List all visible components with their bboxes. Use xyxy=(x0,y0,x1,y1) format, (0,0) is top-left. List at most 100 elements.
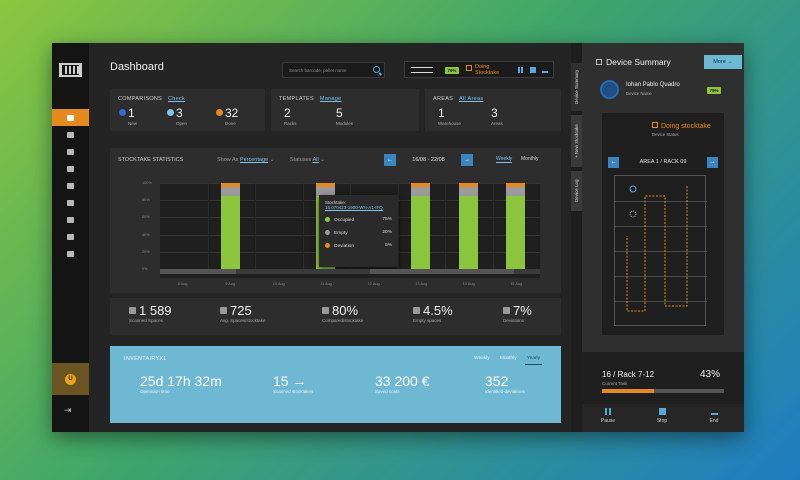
x-tick-label: 11 Aug xyxy=(320,282,332,286)
search-input[interactable]: Search barcode, pallet name xyxy=(282,62,385,78)
grid-icon[interactable] xyxy=(52,211,89,228)
all-areas-link[interactable]: All Areas xyxy=(458,96,484,102)
tooltip-stocktake-link[interactable]: 16.070423-1900-WH-A1-IFQ xyxy=(325,205,383,210)
bar-segment[interactable] xyxy=(221,187,241,196)
tab-new-stocktake[interactable]: + New Stocktake xyxy=(571,115,582,167)
operation-time: 25d 17h 32m Operation time xyxy=(140,373,222,394)
comparison-label: Open xyxy=(176,121,188,126)
device-status-label: Device Status xyxy=(652,132,679,137)
list-icon[interactable] xyxy=(52,228,89,245)
tools-icon[interactable] xyxy=(52,143,89,160)
drone-icon xyxy=(596,59,602,65)
bar-segment[interactable] xyxy=(506,195,526,269)
progress-fill xyxy=(602,389,655,393)
column-divider xyxy=(255,183,256,269)
bar-segment[interactable] xyxy=(458,195,478,269)
chart-scrollbar[interactable] xyxy=(160,269,540,274)
prev-rack-button[interactable]: ← xyxy=(608,156,619,168)
empty-space-icon xyxy=(413,307,420,314)
tab-device-summary[interactable]: Device Summary xyxy=(571,63,582,111)
end-button[interactable]: End xyxy=(700,408,728,424)
dashboard-icon[interactable] xyxy=(52,109,89,126)
x-tick-label: 12 Aug xyxy=(367,282,380,286)
x-tick-label: 14 Aug xyxy=(462,282,475,286)
comparison-open[interactable]: 3 Open xyxy=(167,107,187,126)
new-dot-icon xyxy=(119,109,126,116)
pause-button[interactable]: Pause xyxy=(594,408,622,424)
avatar[interactable]: U xyxy=(65,373,76,385)
show-as-filter[interactable]: Show As Percentage ⌄ xyxy=(217,157,275,163)
tooltip-title: Stocktake: xyxy=(325,200,347,205)
comparisons-check-link[interactable]: Check xyxy=(167,96,186,102)
warehouse-icon[interactable] xyxy=(52,194,89,211)
y-tick-label: 60% xyxy=(142,215,150,220)
area-label: Warehouse xyxy=(438,121,461,126)
templates-manage-link[interactable]: Manage xyxy=(319,96,342,102)
column-divider xyxy=(492,183,494,269)
bar-segment[interactable] xyxy=(411,183,431,188)
pause-icon[interactable] xyxy=(518,67,523,73)
progress-bar xyxy=(602,389,724,393)
x-tick-label: 9 Aug xyxy=(225,282,235,286)
column-divider xyxy=(302,183,304,269)
scanned-stocktakes[interactable]: 15 → Scanned stocktakes xyxy=(273,373,314,394)
tab-monthly[interactable]: Monthly xyxy=(521,156,539,162)
bar-segment[interactable] xyxy=(506,187,526,196)
date-range-picker: ← 16/08 - 22/08 → xyxy=(384,154,473,166)
stop-button[interactable]: Stop xyxy=(648,408,676,424)
more-button[interactable]: More → xyxy=(704,55,742,69)
drone-icon xyxy=(411,67,433,73)
bar-segment[interactable] xyxy=(221,195,241,269)
bar-segment[interactable] xyxy=(221,183,241,188)
truck-icon[interactable] xyxy=(52,160,89,177)
summary-compared: 80% Compared/stocktake xyxy=(322,303,364,323)
bar-segment[interactable] xyxy=(506,183,526,188)
x-tick-label: 10 Aug xyxy=(272,282,285,286)
template-value: 5 xyxy=(336,106,343,120)
area-value: 1 xyxy=(438,106,445,120)
tab-weekly[interactable]: Weekly xyxy=(496,156,513,163)
stats-title: STOCKTAKE STATISTICS xyxy=(118,157,184,163)
prev-week-button[interactable]: ← xyxy=(384,154,396,166)
stocktake-icon xyxy=(652,122,658,128)
show-as-value[interactable]: Percentage xyxy=(239,157,269,163)
bar-segment[interactable] xyxy=(411,187,431,196)
bar-segment[interactable] xyxy=(316,187,336,196)
next-week-button[interactable]: → xyxy=(460,154,473,166)
x-tick-label: 8 Aug xyxy=(177,282,188,286)
search-icon[interactable] xyxy=(373,66,380,73)
scroll-thumb[interactable] xyxy=(370,269,514,274)
bar-segment[interactable] xyxy=(316,183,336,188)
end-icon[interactable] xyxy=(542,67,548,73)
tab-weekly[interactable]: Weekly xyxy=(474,356,490,361)
stop-icon[interactable] xyxy=(530,67,536,73)
bar-segment[interactable] xyxy=(458,187,478,196)
next-rack-button[interactable]: → xyxy=(707,156,718,168)
progress-value: 43% xyxy=(700,369,721,380)
reports-icon[interactable] xyxy=(52,126,89,143)
user-icon[interactable] xyxy=(52,245,89,262)
stocktake-icon xyxy=(466,65,472,71)
user-menu[interactable]: U xyxy=(52,363,89,395)
inventairyxl-panel: INVENTAIRYXL Weekly Monthly Yearly 25d 1… xyxy=(110,346,561,423)
statuses-filter[interactable]: Statuses All ⌄ xyxy=(290,157,325,163)
drone-icon[interactable] xyxy=(52,177,89,194)
comparison-new[interactable]: 1 New xyxy=(119,107,137,126)
statuses-value[interactable]: All xyxy=(312,157,319,163)
battery-badge: 79% xyxy=(445,67,459,74)
templates-header: TEMPLATES Manage xyxy=(279,96,342,102)
x-tick-label: 13 Aug xyxy=(415,282,428,286)
saved-costs: 33 200 € Saved costs xyxy=(375,373,430,394)
comparisons-header: COMPARISONS Check xyxy=(118,96,185,102)
tab-device-log[interactable]: Device Log xyxy=(571,171,582,211)
logout-icon[interactable]: ⇥ xyxy=(64,405,72,415)
bar-segment[interactable] xyxy=(411,195,431,269)
scroll-segment xyxy=(160,269,236,274)
tab-yearly[interactable]: Yearly xyxy=(524,356,542,365)
bar-segment[interactable] xyxy=(458,183,478,188)
areas-header: AREAS All Areas xyxy=(433,96,483,102)
areas-label: AREAS xyxy=(433,96,454,102)
tooltip-row: Occupied 75% xyxy=(325,217,392,223)
tab-monthly[interactable]: Monthly xyxy=(499,356,517,361)
comparison-done[interactable]: 32 Done xyxy=(216,107,238,126)
